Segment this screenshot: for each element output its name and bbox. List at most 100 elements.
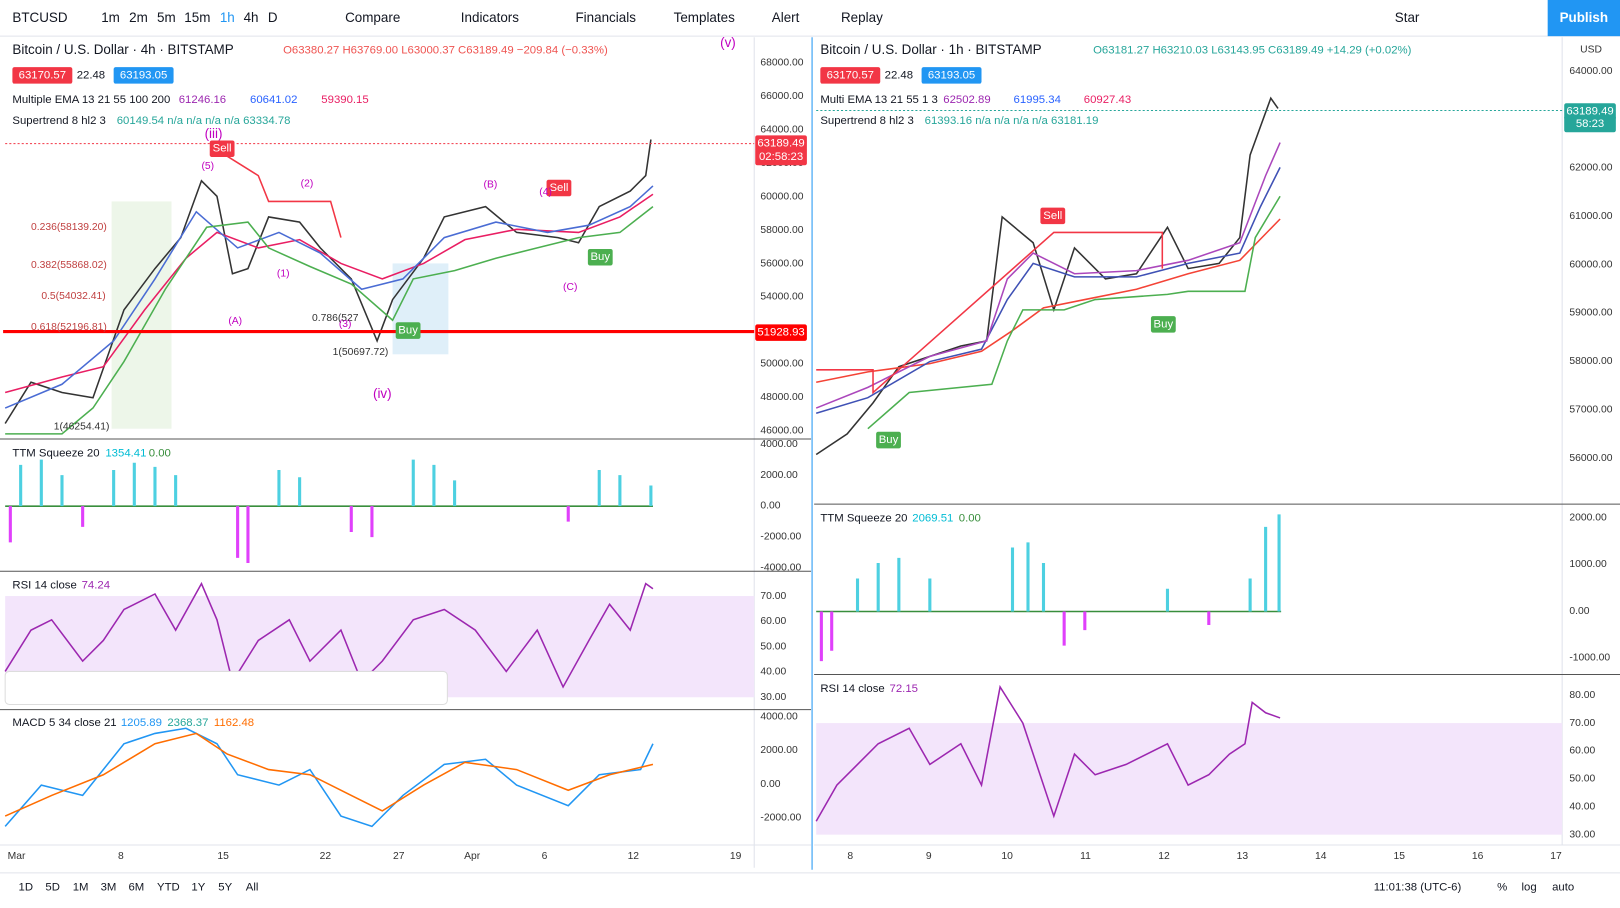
x-tick-label: 27	[393, 851, 405, 862]
percent-toggle[interactable]: %	[1497, 881, 1507, 893]
templates[interactable]: Templates	[674, 10, 735, 25]
interval[interactable]: 1h	[220, 10, 235, 25]
star[interactable]: Star	[1395, 10, 1420, 25]
x-tick-label: 8	[847, 851, 853, 862]
drawing-toolbar[interactable]	[4, 670, 448, 706]
annotation: 0.236(58139.20)	[31, 222, 107, 233]
countdown-bg	[1564, 115, 1616, 133]
indicator-name: Multiple EMA 13 21 55 100 200	[12, 94, 170, 106]
y-tick-label: -1000.00	[1569, 653, 1610, 664]
y-tick-label: 80.00	[1569, 690, 1595, 701]
interval[interactable]: 15m	[184, 10, 210, 25]
y-tick-label: 50000.00	[760, 359, 803, 370]
indicators[interactable]: Indicators	[461, 10, 519, 25]
indicator-name: Supertrend 8 hl2 3	[12, 115, 105, 127]
y-tick-label: 1000.00	[1569, 559, 1607, 570]
supertrend-line	[5, 205, 654, 435]
price-line	[4, 139, 652, 424]
annotation: 0.618(52196.81)	[31, 322, 107, 333]
supertrend-line	[867, 195, 1281, 430]
y-tick-label: 60000.00	[1569, 259, 1612, 270]
publish-bg[interactable]	[1547, 0, 1620, 37]
range-button[interactable]: 1M	[73, 881, 89, 893]
auto-toggle[interactable]: auto	[1552, 881, 1574, 893]
x-tick-label: 8	[118, 851, 124, 862]
replay[interactable]: Replay	[841, 10, 883, 25]
signal-label: Buy	[398, 325, 418, 337]
indicator-name: RSI 14 close	[820, 683, 884, 695]
x-tick-label: 6	[542, 851, 548, 862]
range-button[interactable]: YTD	[157, 881, 180, 893]
indicator-value: 61246.16	[179, 94, 226, 106]
annotation: (iv)	[373, 386, 392, 401]
range-button[interactable]: 1Y	[191, 881, 205, 893]
alert[interactable]: Alert	[772, 10, 800, 25]
indicator-value: 0.00	[149, 447, 171, 459]
ohlc: O63380.27 H63769.00 L63000.37 C63189.49 …	[283, 45, 608, 57]
annotation: (5)	[201, 161, 214, 172]
range-button[interactable]: 6M	[128, 881, 144, 893]
ttm-bars	[19, 459, 653, 507]
y-tick-label: -2000.00	[760, 812, 801, 823]
chart-title: Bitcoin / U.S. Dollar · 4h · BITSTAMP	[12, 42, 233, 57]
ask-bg	[921, 67, 982, 84]
indicator-name: MACD 5 34 close 21	[12, 717, 116, 729]
line-price: 51928.93	[757, 327, 804, 339]
interval[interactable]: 5m	[157, 10, 176, 25]
supertrend-line	[816, 231, 1164, 395]
currency: USD	[1580, 44, 1602, 55]
indicator-name: RSI 14 close	[12, 580, 76, 592]
rsi-line	[815, 684, 1281, 822]
financials[interactable]: Financials	[575, 10, 636, 25]
range-button[interactable]: All	[246, 881, 259, 893]
y-tick-label: 40.00	[760, 667, 786, 678]
y-tick-label: 0.00	[760, 501, 780, 512]
y-tick-label: 2000.00	[760, 745, 798, 756]
signal-label-bg	[1150, 316, 1176, 333]
y-tick-label: -4000.00	[760, 562, 801, 573]
range-button[interactable]: 5D	[45, 881, 60, 893]
interval[interactable]: D	[268, 10, 278, 25]
indicator-value: 62502.89	[943, 94, 990, 106]
x-tick-label: 15	[1393, 851, 1405, 862]
signal-line	[4, 732, 654, 817]
range-button[interactable]: 3M	[101, 881, 117, 893]
indicator-value: 0.00	[959, 513, 981, 525]
indicator-name: TTM Squeeze 20	[820, 513, 907, 525]
ema-line	[4, 193, 654, 394]
interval[interactable]: 2m	[129, 10, 148, 25]
y-tick-label: 40.00	[1569, 802, 1595, 813]
ask: 63193.05	[120, 69, 167, 81]
annotation: (C)	[563, 282, 577, 293]
y-tick-label: 56000.00	[1569, 453, 1612, 464]
range-button[interactable]: 1D	[19, 881, 34, 893]
range-button[interactable]: 5Y	[218, 881, 232, 893]
y-tick-label: 62000.00	[1569, 163, 1612, 174]
signal-label: Sell	[1043, 210, 1062, 222]
spread: 22.48	[885, 69, 913, 81]
indicator-value: 61393.16 n/a n/a n/a n/a 63181.19	[925, 115, 1099, 127]
y-tick-label: 61000.00	[1569, 211, 1612, 222]
bid: 63170.57	[827, 69, 874, 81]
y-tick-label: 66000.00	[760, 91, 803, 102]
publish[interactable]: Publish	[1560, 10, 1608, 25]
log-toggle[interactable]: log	[1521, 881, 1536, 893]
ask-bg	[113, 67, 174, 84]
signal-label: Sell	[549, 182, 568, 194]
y-tick-label: 4000.00	[760, 439, 798, 450]
symbol[interactable]: BTCUSD	[12, 10, 67, 25]
interval[interactable]: 4h	[244, 10, 259, 25]
signal-label-bg	[876, 431, 901, 449]
spread: 22.48	[77, 69, 105, 81]
x-tick-label: 9	[926, 851, 932, 862]
bid: 63170.57	[19, 69, 66, 81]
compare[interactable]: Compare	[345, 10, 400, 25]
signal-label-bg	[546, 179, 572, 197]
annotation: 1(46254.41)	[54, 421, 110, 432]
signal-label-bg	[1040, 207, 1066, 225]
indicator-value: 74.24	[82, 580, 110, 592]
ohlc: O63181.27 H63210.03 L63143.95 C63189.49 …	[1093, 45, 1412, 57]
x-tick-label: 11	[1080, 851, 1091, 862]
interval[interactable]: 1m	[101, 10, 120, 25]
